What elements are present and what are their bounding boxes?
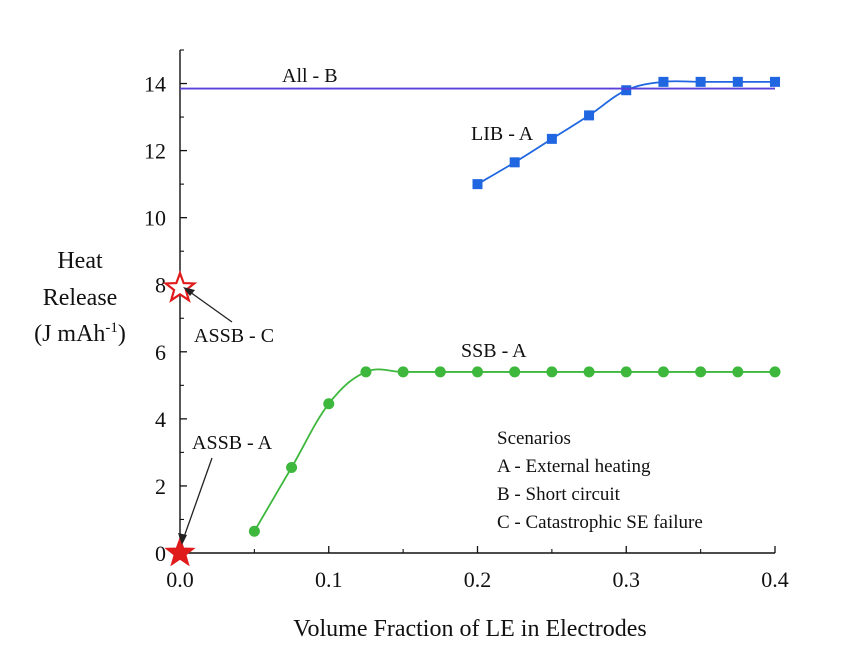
y-axis-title-line-2: Release: [43, 285, 118, 311]
annotation-lib-a: LIB - A: [471, 123, 534, 145]
point-ssb-a-12: [695, 366, 707, 378]
x-tick-label-3: 0.3: [613, 567, 641, 592]
point-ssb-a-4: [397, 366, 409, 378]
y-axis-title-line-1: Heat: [57, 248, 103, 274]
point-lib-a-0: [472, 179, 483, 190]
y-tick-label-4: 8: [155, 273, 166, 298]
point-lib-a-5: [658, 76, 669, 87]
y-axis-unit-close: ): [118, 321, 126, 347]
annotation-all-b: All - B: [282, 65, 338, 87]
annotation-assb-c-arrow: [189, 291, 233, 323]
point-ssb-a-1: [286, 461, 298, 473]
y-axis-unit-base: (J mAh: [34, 321, 105, 347]
legend: Scenarios A - External heating B - Short…: [497, 428, 703, 533]
point-ssb-a-14: [769, 366, 781, 378]
annotation-ssb-a: SSB - A: [461, 340, 527, 362]
legend-entry-a: A - External heating: [497, 456, 651, 477]
x-tick-label-2: 0.2: [464, 567, 492, 592]
x-tick-label-4: 0.4: [761, 567, 789, 592]
point-ssb-a-7: [509, 366, 521, 378]
star-marker-assb-c: [162, 269, 198, 303]
point-ssb-a-5: [434, 366, 446, 378]
point-ssb-a-0: [248, 525, 260, 537]
point-ssb-a-3: [360, 366, 372, 378]
point-ssb-a-6: [472, 366, 483, 378]
y-tick-label-7: 14: [144, 72, 166, 97]
point-ssb-a-8: [546, 366, 558, 378]
point-ssb-a-13: [732, 366, 744, 378]
point-lib-a-4: [621, 85, 632, 96]
legend-entry-c: C - Catastrophic SE failure: [497, 512, 703, 533]
point-lib-a-7: [732, 76, 743, 87]
star-marker-assb-a: [164, 536, 196, 567]
point-ssb-a-10: [620, 366, 632, 378]
series-layer: [162, 76, 781, 567]
x-tick-label-1: 0.1: [315, 567, 343, 592]
x-tick-label-0: 0.0: [166, 567, 194, 592]
y-tick-label-5: 10: [144, 206, 166, 231]
point-lib-a-1: [509, 157, 520, 168]
y-axis-unit-sup: -1: [105, 320, 118, 336]
y-tick-label-3: 6: [155, 340, 166, 365]
axis-titles: Volume Fraction of LE in Electrodes Heat…: [34, 248, 647, 642]
point-lib-a-6: [695, 76, 706, 87]
point-ssb-a-2: [323, 398, 335, 410]
annotation-assb-c: ASSB - C: [194, 325, 274, 347]
y-tick-label-6: 12: [144, 139, 166, 164]
annotation-layer: All - B LIB - A SSB - A ASSB - C ASSB - …: [178, 65, 534, 545]
legend-title: Scenarios: [497, 428, 571, 449]
annotation-assb-a-arrowhead: [178, 533, 187, 545]
point-lib-a-8: [770, 76, 780, 87]
y-tick-label-1: 2: [155, 474, 166, 499]
point-lib-a-3: [584, 110, 595, 121]
y-tick-label-2: 4: [155, 407, 166, 432]
x-axis-title: Volume Fraction of LE in Electrodes: [293, 616, 646, 642]
annotation-assb-a: ASSB - A: [192, 432, 273, 454]
annotation-assb-c-arrowhead: [183, 287, 195, 296]
point-ssb-a-11: [657, 366, 669, 378]
y-axis-title-line-3: (J mAh-1): [34, 320, 126, 347]
point-lib-a-2: [546, 133, 557, 144]
axes: 0.0 0.1 0.2 0.3 0.4 0 2 4 6 8 10 12 14: [144, 49, 789, 592]
annotation-assb-a-arrow: [183, 457, 213, 538]
legend-entry-b: B - Short circuit: [497, 484, 621, 505]
series-line-ssb-a: [253, 368, 775, 532]
y-tick-label-0: 0: [155, 541, 166, 566]
point-ssb-a-9: [583, 366, 595, 378]
